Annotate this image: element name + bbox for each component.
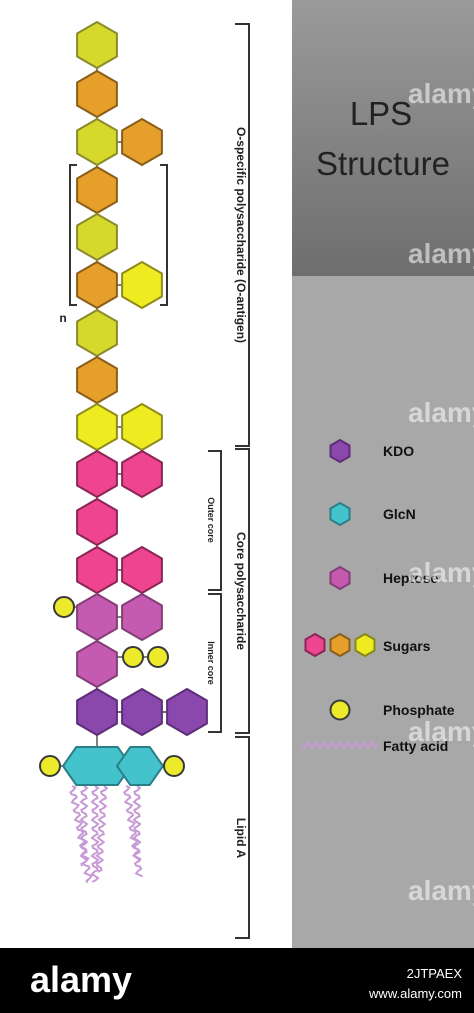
lipid-a-bracket [235, 736, 250, 939]
legend-glcn-icon [329, 501, 351, 527]
inner-core-label: Inner core [206, 641, 216, 685]
inner-core-bracket [208, 593, 222, 733]
sugar-hexagon [76, 450, 118, 498]
footer-image-id: 2JTPAEX [407, 966, 463, 981]
title-line-2: Structure [316, 145, 450, 182]
sugar-hexagon [121, 403, 163, 451]
phosphate-circle [163, 755, 185, 777]
heptose-hexagon [76, 593, 118, 641]
watermark: alamy [408, 78, 474, 109]
legend-sugars-label: Sugars [383, 638, 431, 654]
sugar-hexagon [121, 450, 163, 498]
kdo-hexagon [76, 688, 118, 736]
legend-heptose-icon [329, 565, 351, 591]
kdo-hexagon [121, 688, 163, 736]
sugar-hexagon [76, 498, 118, 546]
fatty-acid-chain [69, 785, 93, 884]
legend: KDO GlcN Heptose Sugars Phosphate Fatty … [301, 438, 455, 754]
repeat-bracket-right [160, 164, 168, 306]
sugar-hexagon [76, 356, 118, 404]
sugar-hexagon [76, 118, 118, 166]
fatty-acid-chain [123, 785, 144, 878]
kdo-hexagon [166, 688, 208, 736]
outer-core-bracket [208, 450, 222, 591]
o-antigen-bracket [235, 23, 250, 447]
watermark: alamy [408, 875, 474, 906]
phosphate-circle [147, 646, 169, 668]
legend-kdo-label: KDO [383, 443, 414, 459]
footer-url: www.alamy.com [368, 986, 462, 1001]
legend-sugar-orange-icon [329, 632, 351, 658]
sugar-hexagon [121, 261, 163, 309]
legend-heptose-label: Heptose [383, 570, 438, 586]
o-antigen-label: O-specific polysaccharide (O-antigen) [234, 127, 248, 343]
fatty-acid-chain [79, 785, 89, 867]
fatty-acid-chain [90, 785, 100, 883]
sugar-hexagon [76, 546, 118, 594]
core-bracket [235, 448, 250, 734]
phosphate-circle [39, 755, 61, 777]
fatty-acid-chain [95, 785, 109, 873]
sugar-hexagon [76, 21, 118, 69]
lipid-a-label: Lipid A [234, 818, 248, 859]
repeat-label: n [59, 311, 66, 325]
watermark: alamy [408, 397, 474, 428]
legend-glcn-label: GlcN [383, 506, 416, 522]
fatty-acid-chains [69, 785, 144, 884]
heptose-hexagon [76, 640, 118, 688]
watermark: alamy [408, 557, 474, 588]
watermark: alamy [408, 716, 474, 747]
fatty-acid-chain [132, 785, 142, 863]
heptose-hexagon [121, 593, 163, 641]
sugar-hexagon [76, 309, 118, 357]
sugar-hexagon [76, 213, 118, 261]
sugar-hexagon [76, 261, 118, 309]
footer-logo: alamy [30, 959, 132, 1000]
legend-sugar-yellow-icon [354, 632, 376, 658]
sugar-hexagon [76, 70, 118, 118]
repeat-bracket-left [69, 164, 77, 306]
glcn-hexagon [62, 746, 132, 786]
sugar-hexagon [76, 166, 118, 214]
legend-fatty-acid-icon [301, 740, 379, 750]
phosphate-circle [53, 596, 75, 618]
phosphate-circle [122, 646, 144, 668]
core-label: Core polysaccharide [234, 532, 248, 650]
sugar-hexagon [121, 118, 163, 166]
title-line-1: LPS [350, 95, 412, 132]
outer-core-label: Outer core [206, 497, 216, 543]
glcn-hexagon [116, 746, 164, 786]
watermark: alamy [408, 238, 474, 269]
sidebar-top-panel [292, 0, 474, 276]
legend-kdo-icon [329, 438, 351, 464]
footer-bar [0, 948, 474, 1013]
legend-phosphate-icon [329, 699, 351, 721]
legend-phosphate-label: Phosphate [383, 702, 455, 718]
legend-fatty-acid-label: Fatty acid [383, 738, 448, 754]
sugar-hexagon [121, 546, 163, 594]
legend-sugar-pink-icon [304, 632, 326, 658]
lps-molecule [39, 21, 208, 786]
sidebar-bottom-panel [292, 276, 474, 948]
sugar-hexagon [76, 403, 118, 451]
